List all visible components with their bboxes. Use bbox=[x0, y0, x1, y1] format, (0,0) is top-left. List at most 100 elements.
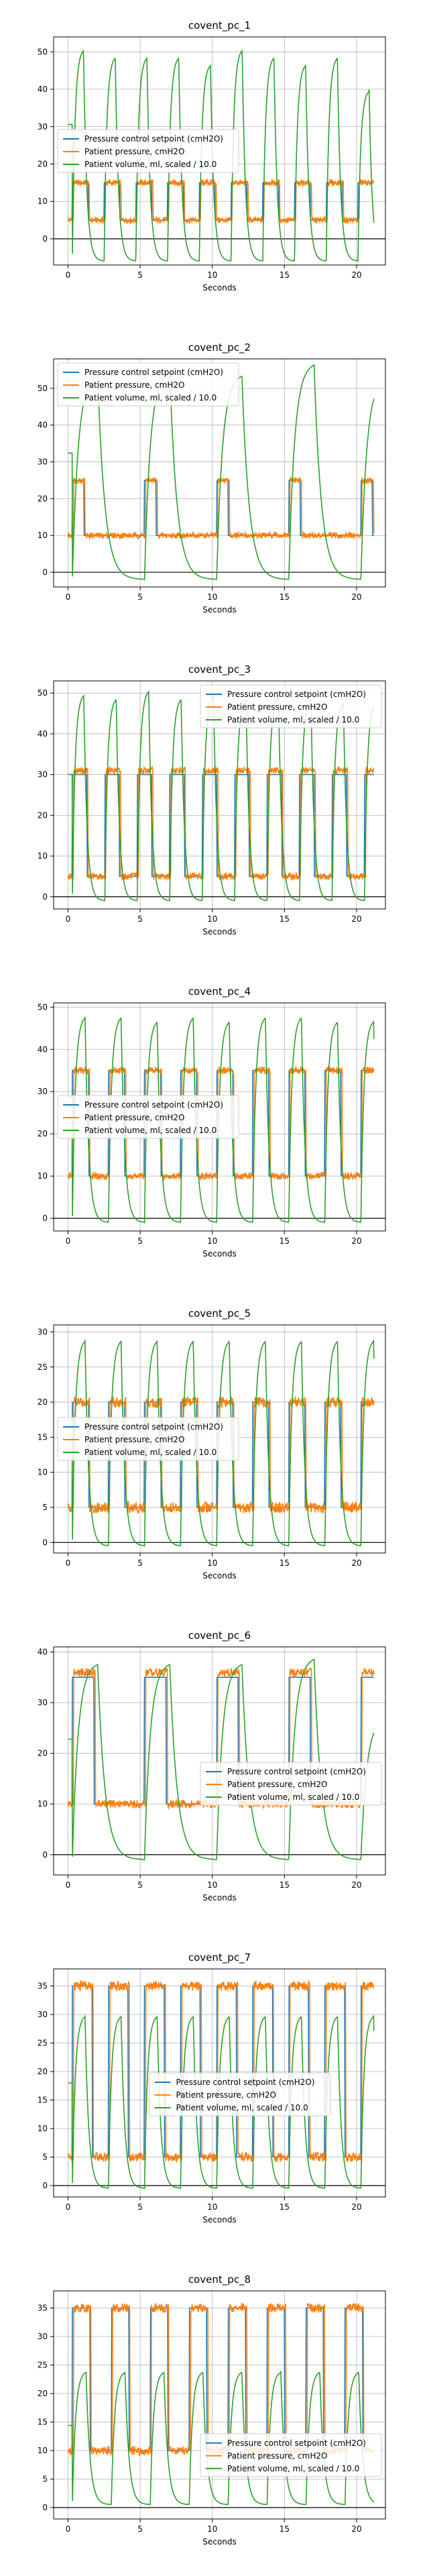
legend: Pressure control setpoint (cmH2O) Patient… bbox=[200, 2433, 382, 2477]
series-line-2 bbox=[67, 1395, 375, 1515]
legend-entry: Pressure control setpoint (cmH2O) bbox=[176, 2078, 315, 2087]
x-axis-label: Seconds bbox=[202, 2215, 236, 2224]
x-tick-label: 20 bbox=[351, 270, 361, 280]
plot-frame bbox=[53, 36, 386, 266]
y-tick-label: 0 bbox=[42, 2181, 48, 2190]
legend-entry: Patient volume, ml, scaled / 10.0 bbox=[176, 2103, 308, 2112]
y-tick-label: 40 bbox=[38, 1648, 48, 1657]
x-tick-label: 20 bbox=[351, 914, 361, 924]
chart-5: covent_pc_5 0 5 10 15 20 0 5 10 15 20 25 30 Seconds Pr… bbox=[38, 1307, 386, 1580]
series-line-2 bbox=[67, 475, 375, 541]
x-tick-label: 0 bbox=[66, 270, 71, 280]
legend-entry: Patient volume, ml, scaled / 10.0 bbox=[227, 715, 359, 724]
y-tick-label: 30 bbox=[38, 1698, 48, 1707]
y-tick-label: 15 bbox=[38, 2096, 48, 2105]
chart-title: covent_pc_3 bbox=[188, 663, 251, 676]
x-tick-label: 0 bbox=[66, 2202, 71, 2212]
x-tick-label: 5 bbox=[137, 1558, 143, 1568]
x-tick-label: 0 bbox=[66, 1880, 71, 1890]
x-tick-label: 10 bbox=[207, 1880, 217, 1890]
series-line-3 bbox=[68, 1016, 375, 1224]
y-tick-label: 0 bbox=[42, 234, 48, 244]
y-tick-label: 30 bbox=[38, 1087, 48, 1096]
x-axis-label: Seconds bbox=[202, 1249, 236, 1258]
series-line-1 bbox=[68, 773, 374, 877]
y-tick-label: 20 bbox=[38, 2067, 48, 2076]
legend-entry: Pressure control setpoint (cmH2O) bbox=[84, 1100, 223, 1110]
y-tick-label: 5 bbox=[42, 2475, 48, 2484]
y-tick-label: 50 bbox=[38, 47, 48, 56]
chart-2: covent_pc_2 0 5 10 15 20 0 10 20 30 40 50 Seconds Pre… bbox=[38, 341, 386, 614]
x-tick-label: 5 bbox=[137, 1236, 143, 1246]
chart-title: covent_pc_7 bbox=[188, 1951, 251, 1964]
x-tick-label: 5 bbox=[137, 2202, 143, 2212]
x-tick-label: 15 bbox=[280, 914, 290, 924]
y-tick-label: 10 bbox=[38, 2446, 48, 2455]
y-tick-label: 40 bbox=[38, 1044, 48, 1054]
chart-title: covent_pc_4 bbox=[188, 985, 251, 998]
y-tick-label: 15 bbox=[38, 1432, 48, 1442]
x-tick-label: 5 bbox=[137, 2524, 143, 2534]
y-tick-label: 15 bbox=[38, 2418, 48, 2427]
chart-title: covent_pc_8 bbox=[188, 2273, 251, 2286]
x-axis-label: Seconds bbox=[202, 2537, 236, 2546]
legend-entry: Pressure control setpoint (cmH2O) bbox=[227, 2438, 366, 2448]
y-tick-label: 30 bbox=[38, 458, 48, 467]
plot-frame bbox=[53, 1324, 386, 1554]
y-tick-label: 40 bbox=[38, 85, 48, 94]
x-tick-label: 20 bbox=[351, 2202, 361, 2212]
series-line-3 bbox=[68, 49, 375, 262]
series-line-2 bbox=[67, 765, 375, 881]
x-tick-label: 0 bbox=[66, 1558, 71, 1568]
x-tick-label: 15 bbox=[280, 592, 290, 602]
series-line-3 bbox=[68, 2015, 375, 2190]
plot-frame bbox=[53, 358, 386, 588]
x-tick-label: 5 bbox=[137, 914, 143, 924]
legend-entry: Pressure control setpoint (cmH2O) bbox=[84, 1422, 223, 1432]
legend-entry: Patient pressure, cmH2O bbox=[227, 702, 327, 712]
legend-entry: Patient pressure, cmH2O bbox=[227, 2451, 327, 2461]
x-tick-label: 10 bbox=[207, 1236, 217, 1246]
series-line-1 bbox=[68, 480, 374, 536]
legend-entry: Patient pressure, cmH2O bbox=[84, 1113, 184, 1122]
chart-7: covent_pc_7 0 5 10 15 20 0 5 10 15 20 25 30 35 Seconds… bbox=[38, 1951, 386, 2224]
x-axis-label: Seconds bbox=[202, 605, 236, 614]
x-axis-label: Seconds bbox=[202, 927, 236, 936]
legend-entry: Patient pressure, cmH2O bbox=[227, 1780, 327, 1789]
y-tick-label: 25 bbox=[38, 2039, 48, 2048]
plot-frame bbox=[53, 1646, 386, 1876]
y-tick-label: 10 bbox=[38, 531, 48, 540]
y-tick-label: 10 bbox=[38, 1171, 48, 1181]
y-tick-label: 10 bbox=[38, 2124, 48, 2133]
plot-frame bbox=[53, 1968, 386, 2198]
y-tick-label: 30 bbox=[38, 122, 48, 131]
y-tick-label: 30 bbox=[38, 770, 48, 780]
y-tick-label: 0 bbox=[42, 1214, 48, 1223]
chart-title: covent_pc_2 bbox=[188, 341, 251, 354]
plot-frame bbox=[53, 1002, 386, 1232]
x-tick-label: 10 bbox=[207, 2524, 217, 2534]
x-tick-label: 10 bbox=[207, 592, 217, 602]
y-tick-label: 30 bbox=[38, 1327, 48, 1336]
legend-entry: Pressure control setpoint (cmH2O) bbox=[227, 690, 366, 699]
y-tick-label: 40 bbox=[38, 421, 48, 430]
legend: Pressure control setpoint (cmH2O) Patient… bbox=[57, 1417, 239, 1461]
legend-entry: Patient volume, ml, scaled / 10.0 bbox=[84, 1126, 217, 1135]
y-tick-label: 0 bbox=[42, 2503, 48, 2512]
y-tick-label: 20 bbox=[38, 494, 48, 503]
series-line-3 bbox=[68, 1339, 375, 1548]
legend-entry: Patient volume, ml, scaled / 10.0 bbox=[227, 2464, 359, 2473]
series-line-3 bbox=[68, 690, 375, 902]
chart-8: covent_pc_8 0 5 10 15 20 0 5 10 15 20 25 30 35 Seconds… bbox=[38, 2273, 386, 2546]
legend-entry: Patient volume, ml, scaled / 10.0 bbox=[227, 1792, 359, 1802]
x-tick-label: 0 bbox=[66, 1236, 71, 1246]
legend: Pressure control setpoint (cmH2O) Patient… bbox=[149, 2072, 330, 2116]
legend-entry: Patient volume, ml, scaled / 10.0 bbox=[84, 160, 217, 169]
legend-entry: Pressure control setpoint (cmH2O) bbox=[84, 368, 223, 377]
y-tick-label: 50 bbox=[38, 688, 48, 698]
x-tick-label: 20 bbox=[351, 1236, 361, 1246]
x-tick-label: 0 bbox=[66, 592, 71, 602]
y-tick-label: 0 bbox=[42, 1850, 48, 1860]
y-tick-label: 30 bbox=[38, 2010, 48, 2019]
